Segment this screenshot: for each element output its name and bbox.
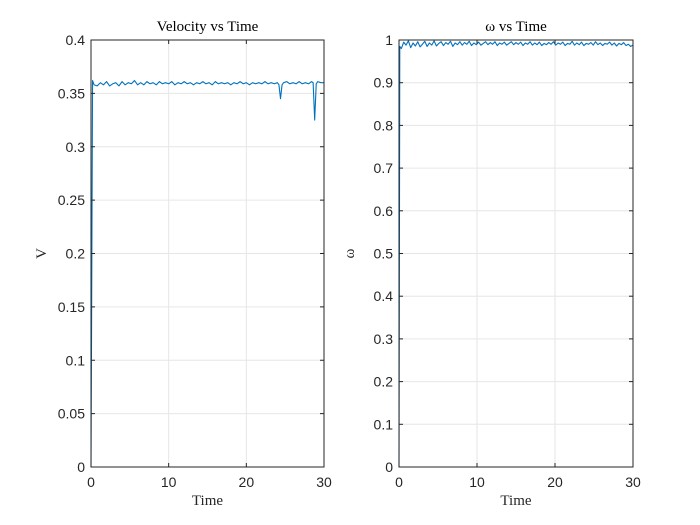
omega-y-tick-label: 0.8 — [374, 117, 394, 133]
omega-x-tick-label: 10 — [469, 474, 485, 490]
omega-y-tick-label: 0.5 — [374, 246, 394, 262]
velocity-y-tick-label: 0.35 — [58, 85, 85, 101]
velocity-y-tick-label: 0.15 — [58, 299, 85, 315]
omega-x-tick-label: 30 — [625, 474, 641, 490]
omega-y-tick-label: 0.9 — [374, 75, 394, 91]
omega-x-tick-label: 0 — [395, 474, 403, 490]
omega-chart-title: ω vs Time — [485, 19, 547, 35]
velocity-y-tick-label: 0.3 — [66, 139, 86, 155]
omega-y-tick-label: 0.2 — [374, 374, 394, 390]
omega-y-tick-label: 0.1 — [374, 416, 394, 432]
velocity-y-tick-label: 0.1 — [66, 352, 86, 368]
omega-y-tick-label: 0 — [385, 459, 393, 475]
velocity-y-tick-label: 0.2 — [66, 246, 86, 262]
velocity-plot-panel: 0 10 20 30 0 0.05 0.1 0.15 0.2 0.25 0.3 0.35 0.4 Velo… — [34, 19, 332, 509]
omega-y-tick-label: 1 — [385, 32, 393, 48]
velocity-x-tick-label: 0 — [87, 474, 95, 490]
omega-y-tick-label: 0.4 — [374, 288, 394, 304]
velocity-x-tick-label: 10 — [161, 474, 177, 490]
velocity-y-axis-label: V — [34, 248, 50, 259]
omega-y-axis-label: ω — [342, 248, 358, 258]
omega-y-tick-label: 0.6 — [374, 203, 394, 219]
velocity-y-tick-label: 0.4 — [66, 32, 86, 48]
velocity-series-line — [90, 80, 324, 468]
omega-x-tick-label: 20 — [547, 474, 563, 490]
omega-y-tick-label: 0.7 — [374, 160, 394, 176]
omega-series-line — [398, 40, 634, 468]
velocity-x-tick-label: 20 — [239, 474, 255, 490]
velocity-x-axis-label: Time — [192, 493, 223, 509]
velocity-x-tick-label: 30 — [316, 474, 332, 490]
velocity-y-tick-label: 0.25 — [58, 192, 85, 208]
velocity-chart-title: Velocity vs Time — [157, 19, 259, 35]
velocity-y-tick-label: 0 — [77, 459, 85, 475]
velocity-y-tick-label: 0.05 — [58, 406, 85, 422]
omega-y-tick-label: 0.3 — [374, 331, 394, 347]
omega-plot-panel: 0 10 20 30 0 0.1 0.2 0.3 0.4 0.5 0.6 0.7 0.8 0.9 1 ω vs… — [342, 19, 641, 509]
omega-x-axis-label: Time — [500, 493, 531, 509]
